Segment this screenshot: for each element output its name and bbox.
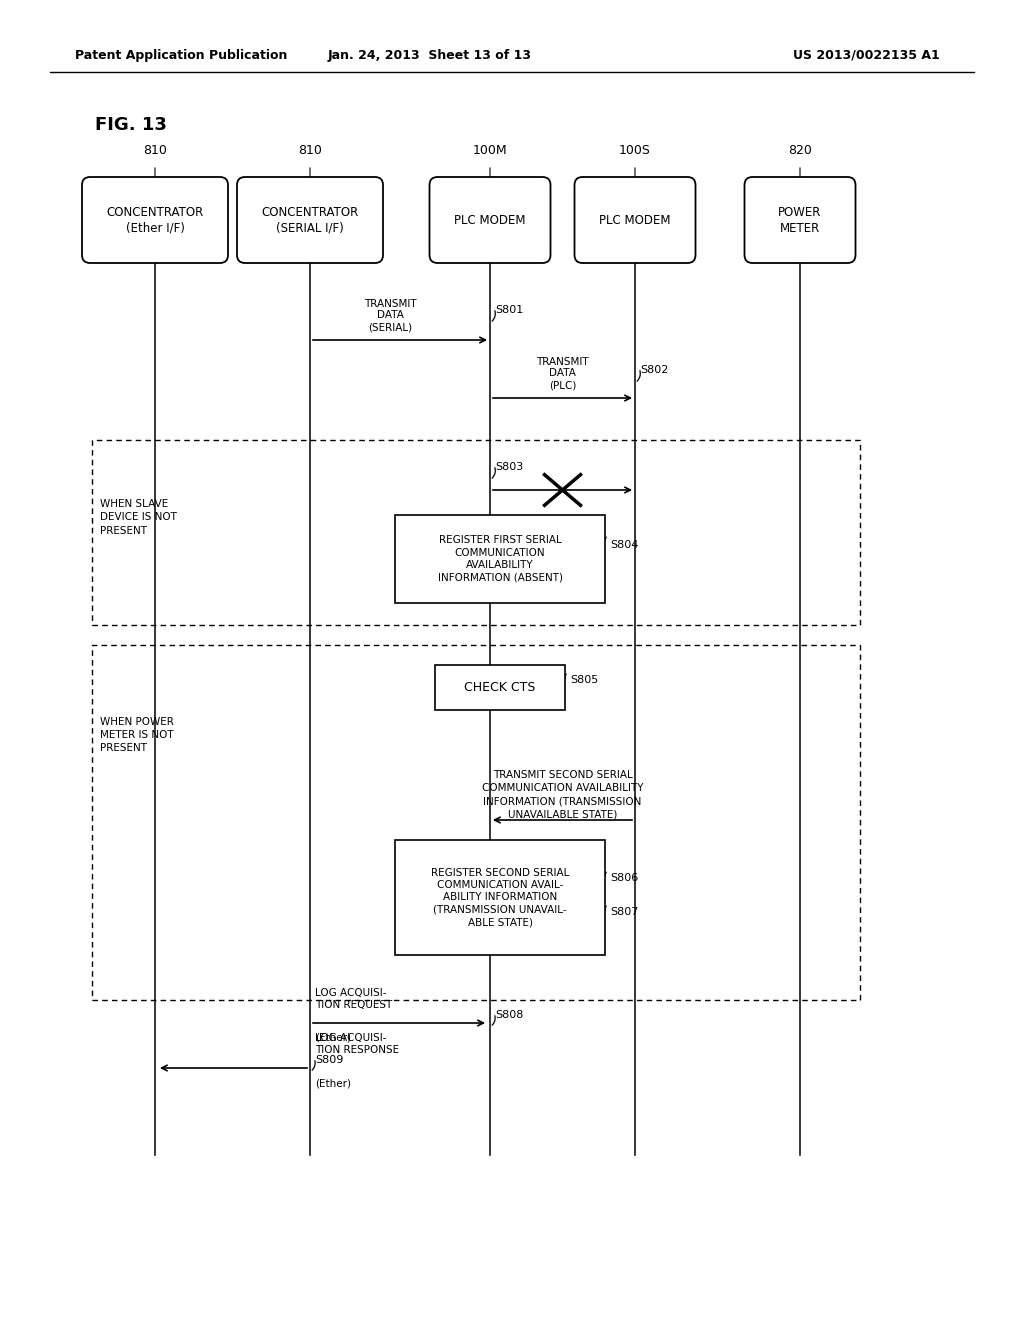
FancyBboxPatch shape — [429, 177, 551, 263]
Text: CHECK CTS: CHECK CTS — [464, 681, 536, 694]
Bar — [395, 515, 605, 603]
Text: LOG ACQUISI-
TION REQUEST: LOG ACQUISI- TION REQUEST — [315, 987, 392, 1010]
Text: CONCENTRATOR
(Ether I/F): CONCENTRATOR (Ether I/F) — [106, 206, 204, 235]
Text: TRANSMIT
DATA
(PLC): TRANSMIT DATA (PLC) — [537, 356, 589, 389]
Text: PLC MODEM: PLC MODEM — [599, 214, 671, 227]
Text: (Ether): (Ether) — [315, 1078, 351, 1088]
Text: 810: 810 — [298, 144, 322, 157]
Bar — [435, 665, 565, 710]
Text: LOG ACQUISI-
TION RESPONSE: LOG ACQUISI- TION RESPONSE — [315, 1032, 399, 1055]
Text: PLC MODEM: PLC MODEM — [455, 214, 525, 227]
Bar — [92, 645, 860, 1001]
Text: Jan. 24, 2013  Sheet 13 of 13: Jan. 24, 2013 Sheet 13 of 13 — [328, 49, 532, 62]
Text: REGISTER SECOND SERIAL
COMMUNICATION AVAIL-
ABILITY INFORMATION
(TRANSMISSION UN: REGISTER SECOND SERIAL COMMUNICATION AVA… — [431, 867, 569, 927]
Text: POWER
METER: POWER METER — [778, 206, 821, 235]
Text: S808: S808 — [495, 1010, 523, 1020]
Bar — [395, 840, 605, 954]
Text: WHEN POWER
METER IS NOT
PRESENT: WHEN POWER METER IS NOT PRESENT — [100, 717, 174, 754]
Text: S802: S802 — [640, 366, 669, 375]
Text: 100S: 100S — [620, 144, 651, 157]
FancyBboxPatch shape — [744, 177, 855, 263]
Text: US 2013/0022135 A1: US 2013/0022135 A1 — [794, 49, 940, 62]
Text: 820: 820 — [788, 144, 812, 157]
Text: FIG. 13: FIG. 13 — [95, 116, 167, 135]
Text: 810: 810 — [143, 144, 167, 157]
Text: S805: S805 — [570, 675, 598, 685]
Text: S804: S804 — [610, 540, 638, 550]
Bar — [92, 440, 860, 624]
Text: (Ether): (Ether) — [315, 1034, 351, 1043]
Text: Patent Application Publication: Patent Application Publication — [75, 49, 288, 62]
Text: WHEN SLAVE
DEVICE IS NOT
PRESENT: WHEN SLAVE DEVICE IS NOT PRESENT — [100, 499, 177, 536]
Text: CONCENTRATOR
(SERIAL I/F): CONCENTRATOR (SERIAL I/F) — [261, 206, 358, 235]
Text: S807: S807 — [610, 907, 638, 917]
FancyBboxPatch shape — [237, 177, 383, 263]
Text: REGISTER FIRST SERIAL
COMMUNICATION
AVAILABILITY
INFORMATION (ABSENT): REGISTER FIRST SERIAL COMMUNICATION AVAI… — [437, 536, 562, 582]
FancyBboxPatch shape — [574, 177, 695, 263]
FancyBboxPatch shape — [82, 177, 228, 263]
Text: S809: S809 — [315, 1055, 343, 1065]
Text: 100M: 100M — [473, 144, 507, 157]
Text: TRANSMIT SECOND SERIAL
COMMUNICATION AVAILABILITY
INFORMATION (TRANSMISSION
UNAV: TRANSMIT SECOND SERIAL COMMUNICATION AVA… — [481, 770, 643, 820]
Text: TRANSMIT
DATA
(SERIAL): TRANSMIT DATA (SERIAL) — [364, 298, 417, 333]
Text: S801: S801 — [495, 305, 523, 315]
Text: S806: S806 — [610, 873, 638, 883]
Text: S803: S803 — [495, 462, 523, 473]
